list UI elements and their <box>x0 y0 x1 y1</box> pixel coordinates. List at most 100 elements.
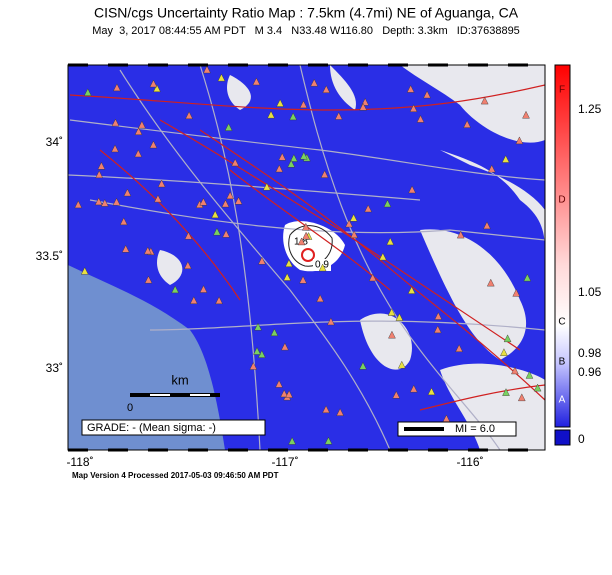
station <box>258 256 266 265</box>
station <box>138 120 146 129</box>
station <box>149 79 158 88</box>
colorbar-zero <box>554 429 571 446</box>
grade: GRADE: - (Mean sigma: -) <box>87 422 216 434</box>
station <box>254 322 262 331</box>
station <box>121 244 130 253</box>
station <box>300 151 308 160</box>
station <box>500 348 508 356</box>
station <box>153 84 161 92</box>
patch <box>330 65 356 110</box>
station <box>144 275 153 284</box>
scale-bar <box>130 393 220 397</box>
station <box>290 154 298 162</box>
station <box>359 361 367 370</box>
station <box>349 213 358 222</box>
station <box>267 110 275 119</box>
station <box>149 140 158 149</box>
station <box>199 285 208 293</box>
station <box>97 161 106 170</box>
station <box>263 182 271 191</box>
station <box>74 200 83 209</box>
station <box>463 120 471 128</box>
station <box>111 144 119 153</box>
station <box>253 347 261 355</box>
station <box>416 114 425 123</box>
station <box>234 196 243 205</box>
station <box>392 390 401 399</box>
grade-letter: F <box>559 85 565 96</box>
station <box>407 286 416 294</box>
station <box>211 210 220 219</box>
station <box>397 360 406 369</box>
mi-label: MI = 6.0 <box>455 423 495 435</box>
station <box>215 296 223 305</box>
station <box>288 436 296 445</box>
station <box>502 388 510 396</box>
station <box>334 112 343 120</box>
station <box>276 99 284 107</box>
station <box>299 275 307 284</box>
station <box>409 384 418 393</box>
station <box>320 170 329 178</box>
station <box>213 227 221 236</box>
station <box>171 285 179 294</box>
station <box>503 334 512 343</box>
lat-label: 34˚ <box>46 135 63 149</box>
station <box>523 273 532 282</box>
patch <box>157 250 183 285</box>
station <box>324 436 333 445</box>
station <box>285 259 293 267</box>
station <box>100 198 109 207</box>
station <box>224 123 233 131</box>
scale-zero: 0 <box>127 402 133 414</box>
station <box>512 288 521 297</box>
station <box>423 90 431 99</box>
station <box>322 85 331 93</box>
subtitle: May 3, 2017 08:44:55 AM PDT M 3.4 N33.48… <box>92 25 520 37</box>
station <box>487 164 496 173</box>
station <box>515 136 524 145</box>
station <box>434 312 443 320</box>
station <box>278 152 287 161</box>
station <box>456 230 465 239</box>
station <box>184 231 193 240</box>
station <box>501 155 510 163</box>
station <box>252 77 261 86</box>
station <box>113 83 121 92</box>
station <box>80 266 89 275</box>
station <box>275 164 284 173</box>
station <box>383 199 392 208</box>
station <box>406 84 415 93</box>
station <box>350 230 359 239</box>
station <box>359 102 367 111</box>
station <box>119 217 128 226</box>
low-uncertainty-patches <box>157 65 545 450</box>
station <box>336 408 344 416</box>
scale-unit: km <box>171 372 188 387</box>
lat-label: 33.5˚ <box>36 249 63 263</box>
colorbar-label: 1.05 <box>578 285 602 299</box>
patch <box>400 65 545 143</box>
station <box>154 194 162 203</box>
station <box>368 273 377 282</box>
station <box>480 96 489 105</box>
station <box>289 112 297 121</box>
station <box>486 278 495 287</box>
lon-label: -118˚ <box>66 455 93 469</box>
station <box>310 78 319 87</box>
station <box>387 308 396 316</box>
station <box>249 362 258 370</box>
station <box>318 263 327 272</box>
station <box>302 231 310 240</box>
station <box>299 100 308 109</box>
station <box>322 405 330 413</box>
station <box>364 204 373 213</box>
station <box>517 393 526 402</box>
lat-label: 33˚ <box>46 361 63 375</box>
title: CISN/cgs Uncertainty Ratio Map : 7.5km (… <box>94 5 519 21</box>
station <box>221 199 230 208</box>
station <box>222 229 230 238</box>
ocean <box>68 265 225 450</box>
lon-label: -117˚ <box>271 455 298 469</box>
